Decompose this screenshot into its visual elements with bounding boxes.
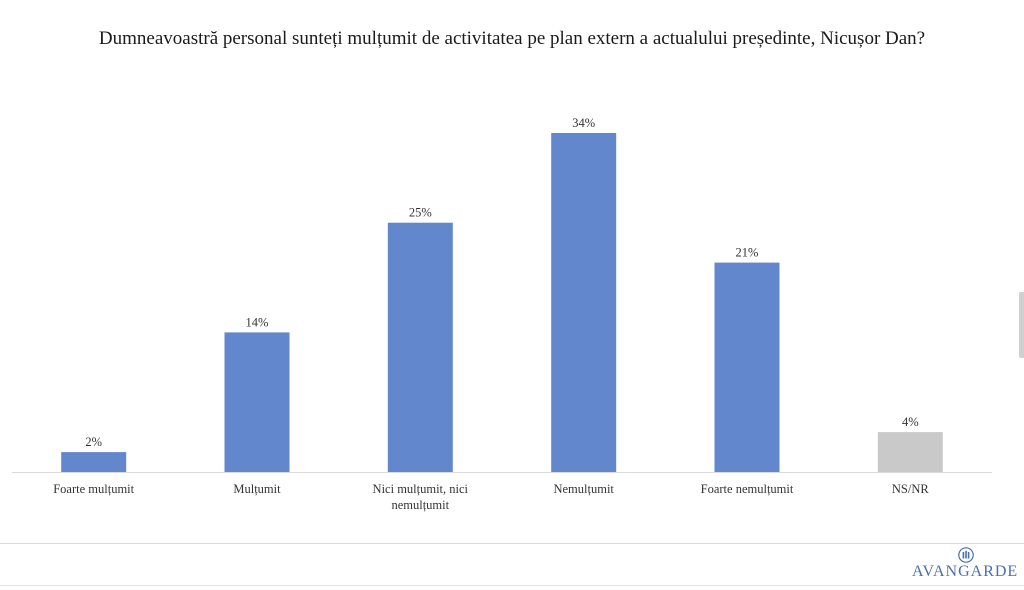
chart-title: Dumneavoastră personal sunteți mulțumit … bbox=[98, 28, 926, 49]
bar-0 bbox=[61, 452, 127, 472]
category-label-0: Foarte mulțumit bbox=[53, 482, 134, 496]
bar-5 bbox=[877, 432, 943, 472]
avangarde-logo: AVANGARDE bbox=[908, 546, 1024, 586]
scroll-edge-handle bbox=[1019, 292, 1024, 358]
category-label-3: Nemulțumit bbox=[553, 482, 614, 496]
value-labels-group: 2% 14% 25% 34% 21% 4% bbox=[85, 116, 918, 449]
category-labels-group: Foarte mulțumit Mulțumit Nici mulțumit, ni… bbox=[53, 482, 929, 512]
footer-bottom-divider bbox=[0, 585, 1024, 586]
logo-text: AVANGARDE bbox=[912, 563, 1019, 580]
value-label-1: 14% bbox=[246, 315, 269, 329]
value-label-2: 25% bbox=[409, 206, 432, 220]
value-label-4: 21% bbox=[736, 246, 759, 260]
bar-2 bbox=[387, 222, 453, 472]
footer-divider bbox=[0, 543, 1024, 544]
bar-4 bbox=[714, 262, 780, 472]
category-label-4: Foarte nemulțumit bbox=[701, 482, 794, 496]
value-label-0: 2% bbox=[85, 435, 102, 449]
category-label-2: Nici mulțumit, nici nemulțumit bbox=[373, 482, 469, 512]
category-label-1: Mulțumit bbox=[233, 482, 281, 496]
value-label-3: 34% bbox=[572, 116, 595, 130]
bar-3 bbox=[551, 133, 617, 472]
value-label-5: 4% bbox=[902, 415, 919, 429]
building-columns-icon bbox=[958, 547, 974, 563]
bars-group bbox=[61, 133, 943, 472]
category-label-5: NS/NR bbox=[892, 482, 929, 496]
bar-chart: 2% 14% 25% 34% 21% 4% Foarte mulțumit Mulțumit… bbox=[12, 116, 992, 512]
bar-1 bbox=[224, 332, 290, 472]
